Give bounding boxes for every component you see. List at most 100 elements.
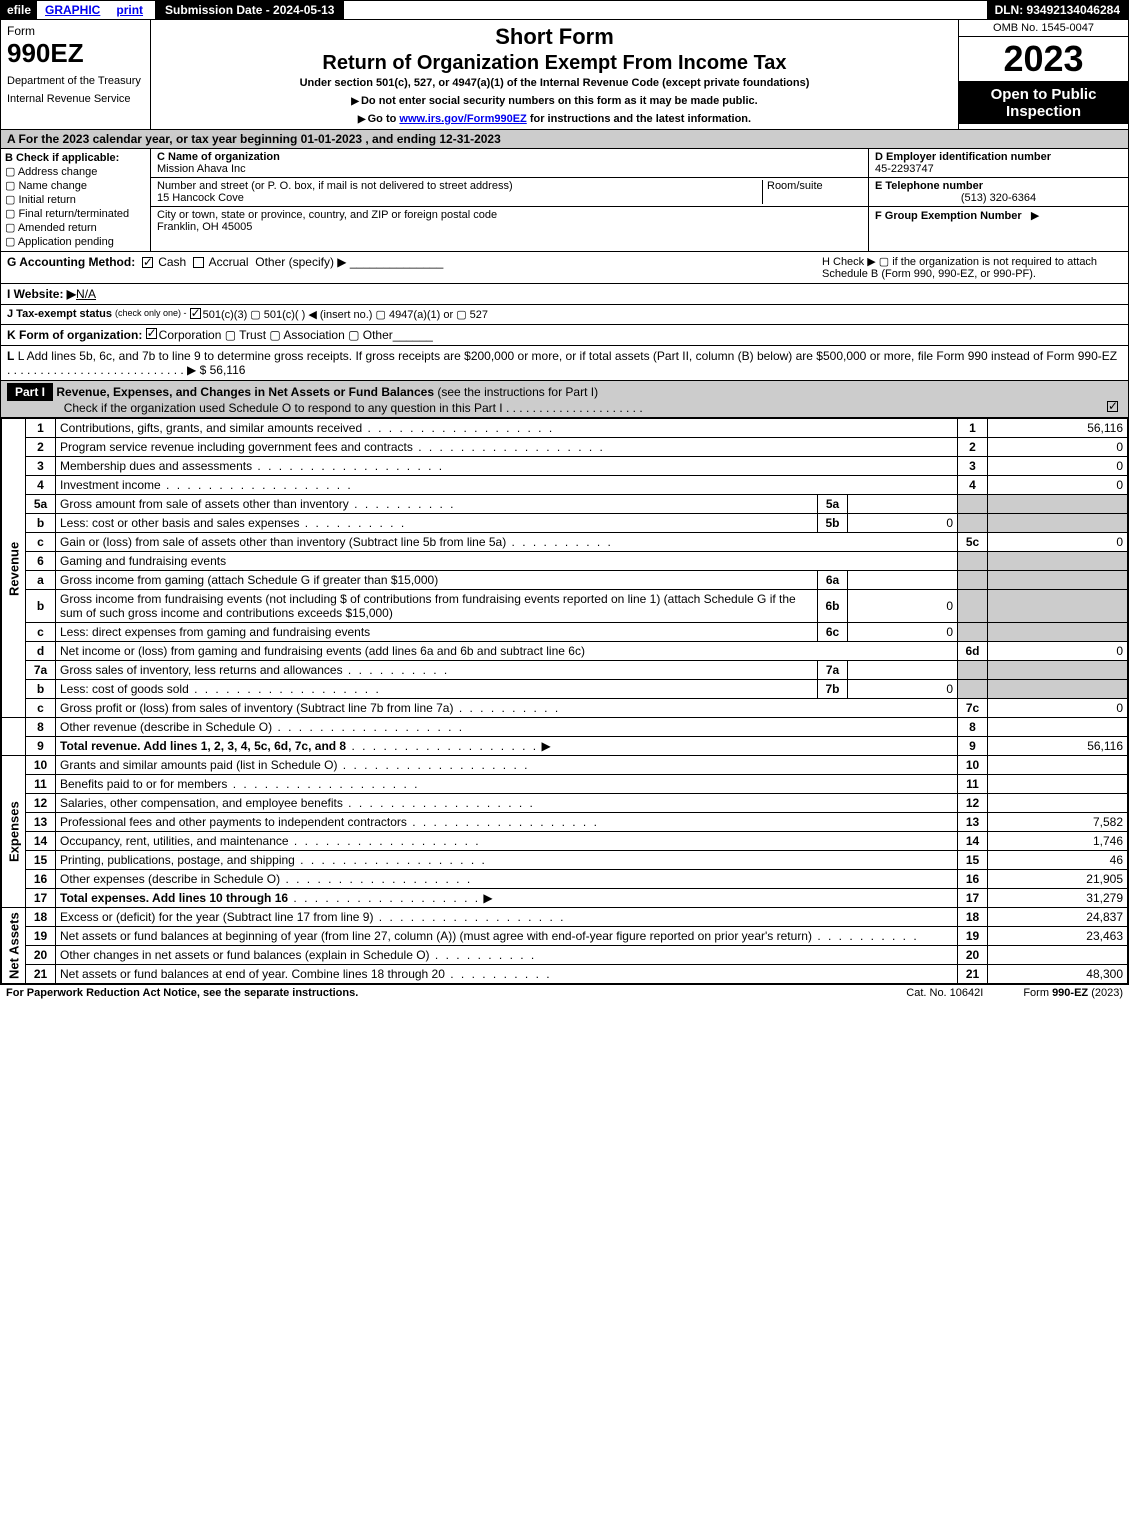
row-desc: Gross income from gaming (attach Schedul… <box>56 571 818 590</box>
form-990ez-container: efile GRAPHIC print Submission Date - 20… <box>0 0 1129 985</box>
main-title: Return of Organization Exempt From Incom… <box>159 52 950 75</box>
checkbox-schedule-o[interactable] <box>1107 401 1118 412</box>
graphic-link[interactable]: GRAPHIC <box>37 1 108 19</box>
instruction-1: Do not enter social security numbers on … <box>159 95 950 107</box>
line-8: 8 Other revenue (describe in Schedule O)… <box>2 718 1128 737</box>
row-rnum: 8 <box>958 718 988 737</box>
line-9: 9 Total revenue. Add lines 1, 2, 3, 4, 5… <box>2 737 1128 756</box>
print-link[interactable]: print <box>108 1 151 19</box>
tax-exempt-label: J Tax-exempt status <box>7 308 112 321</box>
row-num: 10 <box>26 756 56 775</box>
org-name: Mission Ahava Inc <box>157 163 862 175</box>
inner-val <box>848 571 958 590</box>
shaded-cell <box>988 661 1128 680</box>
line-17: 17 Total expenses. Add lines 10 through … <box>2 889 1128 908</box>
shaded-cell <box>958 590 988 623</box>
section-b-label: B Check if applicable: <box>5 152 119 164</box>
row-desc: Gain or (loss) from sale of assets other… <box>60 535 506 549</box>
line-6a: a Gross income from gaming (attach Sched… <box>2 571 1128 590</box>
row-rnum: 17 <box>958 889 988 908</box>
checkbox-name-change[interactable]: ▢ Name change <box>5 179 146 192</box>
checkbox-cash[interactable] <box>142 257 153 268</box>
gross-receipts-amount: $ 56,116 <box>200 363 246 377</box>
line-15: 15 Printing, publications, postage, and … <box>2 851 1128 870</box>
shaded-cell <box>958 680 988 699</box>
checkbox-address-change[interactable]: ▢ Address change <box>5 165 146 178</box>
line-19: 19 Net assets or fund balances at beginn… <box>2 927 1128 946</box>
row-amt: 1,746 <box>988 832 1128 851</box>
cb-label: Address change <box>18 166 98 178</box>
irs-link[interactable]: www.irs.gov/Form990EZ <box>399 113 526 125</box>
check-only-one: (check only one) - <box>115 308 187 321</box>
shaded-cell <box>988 514 1128 533</box>
instr2-suffix: for instructions and the latest informat… <box>527 113 751 125</box>
shaded-cell <box>958 495 988 514</box>
tax-exempt-options: 501(c)(3) ▢ 501(c)( ) ◀ (insert no.) ▢ 4… <box>203 308 488 321</box>
org-name-row: C Name of organization Mission Ahava Inc <box>151 149 868 178</box>
checkbox-501c3[interactable] <box>190 308 201 319</box>
checkbox-initial-return[interactable]: ▢ Initial return <box>5 193 146 206</box>
cb-label: Name change <box>18 180 87 192</box>
checkbox-application-pending[interactable]: ▢ Application pending <box>5 235 146 248</box>
row-num: 15 <box>26 851 56 870</box>
row-amt: 46 <box>988 851 1128 870</box>
cb-label: Initial return <box>18 194 75 206</box>
footer-center: Cat. No. 10642I <box>866 987 1023 999</box>
arrow-icon: ▶ <box>1031 210 1039 222</box>
checkbox-corporation[interactable] <box>146 328 157 339</box>
shaded-cell <box>958 571 988 590</box>
row-amt: 31,279 <box>988 889 1128 908</box>
row-desc: Total expenses. Add lines 10 through 16 <box>60 891 288 905</box>
row-num: b <box>26 590 56 623</box>
inner-num: 5a <box>818 495 848 514</box>
line-5c: c Gain or (loss) from sale of assets oth… <box>2 533 1128 552</box>
shaded-cell <box>988 495 1128 514</box>
line-4: 4 Investment income 4 0 <box>2 476 1128 495</box>
city-value: Franklin, OH 45005 <box>157 221 497 233</box>
row-desc: Investment income <box>60 478 161 492</box>
inner-num: 7a <box>818 661 848 680</box>
shaded-cell <box>988 571 1128 590</box>
header-left: Form 990EZ Department of the Treasury In… <box>1 20 151 129</box>
section-c: C Name of organization Mission Ahava Inc… <box>151 149 868 251</box>
line-3: 3 Membership dues and assessments 3 0 <box>2 457 1128 476</box>
line-21: 21 Net assets or fund balances at end of… <box>2 965 1128 984</box>
section-k: K Form of organization: Corporation ▢ Tr… <box>1 325 1128 346</box>
row-desc: Net assets or fund balances at end of ye… <box>60 967 445 981</box>
row-rnum: 20 <box>958 946 988 965</box>
row-num: c <box>26 623 56 642</box>
row-num: d <box>26 642 56 661</box>
section-b-to-f: B Check if applicable: ▢ Address change … <box>1 149 1128 252</box>
row-rnum: 14 <box>958 832 988 851</box>
subtitle: Under section 501(c), 527, or 4947(a)(1)… <box>159 77 950 89</box>
checkbox-amended-return[interactable]: ▢ Amended return <box>5 221 146 234</box>
part-i-check-text: Check if the organization used Schedule … <box>64 401 503 415</box>
row-rnum: 3 <box>958 457 988 476</box>
row-amt: 0 <box>988 476 1128 495</box>
row-num: c <box>26 533 56 552</box>
group-exemption-label: F Group Exemption Number <box>875 210 1022 222</box>
line-6d: d Net income or (loss) from gaming and f… <box>2 642 1128 661</box>
row-rnum: 5c <box>958 533 988 552</box>
checkbox-accrual[interactable] <box>193 257 204 268</box>
row-num: c <box>26 699 56 718</box>
line-5b: b Less: cost or other basis and sales ex… <box>2 514 1128 533</box>
row-rnum: 21 <box>958 965 988 984</box>
row-desc: Excess or (deficit) for the year (Subtra… <box>60 910 373 924</box>
line-10: Expenses 10 Grants and similar amounts p… <box>2 756 1128 775</box>
section-d-e-f: D Employer identification number 45-2293… <box>868 149 1128 251</box>
row-rnum: 18 <box>958 908 988 927</box>
city-label: City or town, state or province, country… <box>157 209 497 221</box>
cash-label: Cash <box>158 255 186 269</box>
line-6c: c Less: direct expenses from gaming and … <box>2 623 1128 642</box>
cb-label: Final return/terminated <box>18 208 129 220</box>
checkbox-final-return[interactable]: ▢ Final return/terminated <box>5 207 146 220</box>
row-num: 9 <box>26 737 56 756</box>
row-amt: 24,837 <box>988 908 1128 927</box>
row-amt <box>988 946 1128 965</box>
website-value: N/A <box>76 287 96 301</box>
row-num: 18 <box>26 908 56 927</box>
row-desc: Program service revenue including govern… <box>60 440 413 454</box>
accrual-label: Accrual <box>209 255 249 269</box>
row-desc: Professional fees and other payments to … <box>60 815 407 829</box>
